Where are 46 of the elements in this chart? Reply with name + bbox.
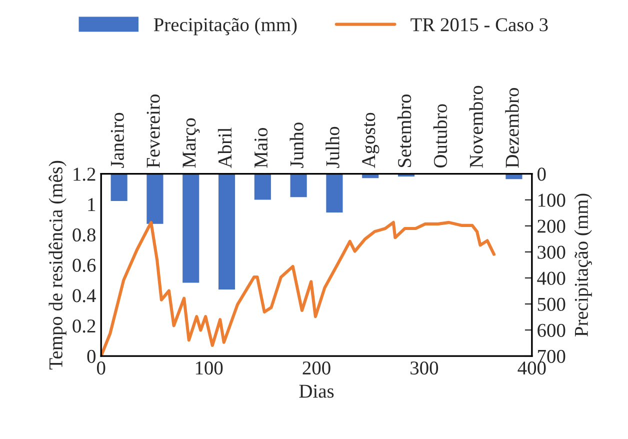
x-axis-title: Dias — [299, 384, 334, 398]
y-tick-label: 200 — [538, 220, 566, 233]
y-tick-label: 0.4 — [72, 289, 96, 302]
y-tick-label: 700 — [538, 350, 566, 363]
y-tick-label: 0.2 — [72, 319, 96, 333]
x-tick-label: Fevereiro — [146, 94, 160, 168]
legend-label: TR 2015 - Caso 3 — [410, 18, 548, 32]
bar — [181, 174, 201, 284]
y-tick-label: 500 — [538, 298, 566, 311]
x-tick-label: Junho — [290, 122, 304, 168]
x-tick-label: Outubro — [433, 104, 448, 168]
x-tick-label: 100 — [196, 361, 223, 375]
x-tick-label: Janeiro — [110, 112, 124, 168]
y-tick-label: 0 — [87, 350, 96, 363]
y-tick-label: 100 — [538, 194, 566, 207]
y-tick-label: 1.2 — [74, 168, 96, 181]
y-tick-label: 0.8 — [72, 228, 96, 242]
y-axis-title: Tempo de residência (mês) — [48, 160, 66, 370]
y-tick-label: 0.6 — [72, 258, 96, 272]
line-series — [101, 220, 496, 356]
x-tick-label: Abril — [218, 128, 232, 168]
x-tick-label: Setembro — [397, 94, 412, 167]
x-tick-label: 400 — [518, 361, 546, 375]
x-tick-label: Dezembro — [505, 88, 519, 168]
x-tick-label: Julho — [326, 126, 340, 168]
y-tick-label: 400 — [537, 272, 566, 285]
bar — [288, 174, 308, 198]
legend-label: Precipitação (mm) — [154, 18, 297, 36]
x-tick-label: Novembro — [469, 86, 483, 168]
x-tick-label: Agosto — [362, 112, 380, 168]
bar — [324, 174, 344, 214]
x-tick-label: 200 — [302, 361, 330, 375]
x-tick-label: 0 — [96, 361, 106, 375]
bar — [217, 174, 236, 291]
bar — [360, 174, 380, 180]
y-tick-label: 1 — [88, 198, 96, 211]
bar — [145, 174, 165, 226]
x-tick-label: Março — [182, 118, 200, 168]
bar — [109, 174, 129, 202]
bar — [252, 174, 272, 202]
y-tick-label: 0 — [538, 168, 546, 181]
y-axis-title: Precipitação (mm) — [574, 194, 592, 336]
x-tick-label: 300 — [410, 361, 438, 375]
x-tick-label: Maio — [254, 128, 268, 168]
y-tick-label: 600 — [538, 324, 566, 337]
y-tick-label: 300 — [538, 246, 566, 259]
